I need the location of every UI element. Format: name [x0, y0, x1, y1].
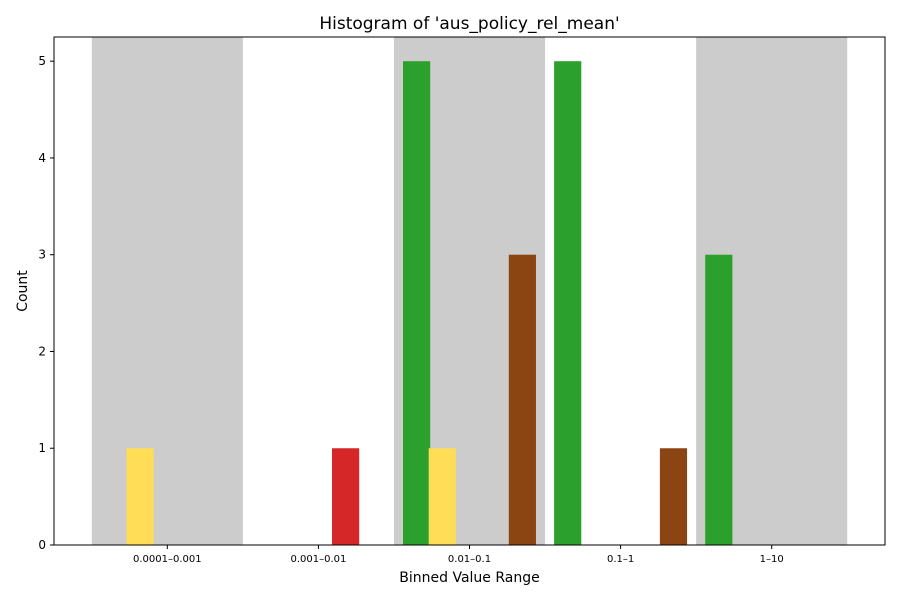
- x-tick-label: 0.01–0.1: [448, 554, 491, 565]
- y-axis-ticks: 0 1 2 3 4 5: [38, 54, 54, 552]
- x-tick-label: 0.1–1: [607, 554, 634, 565]
- bar-s0-2: [403, 61, 431, 545]
- bin-shading-layer: [91, 37, 848, 545]
- bar-s3-3: [659, 448, 688, 545]
- bar-s0-3: [554, 61, 582, 545]
- x-tick-label: 0.001–0.01: [290, 554, 346, 565]
- x-tick-label: 0.0001–0.001: [133, 554, 202, 565]
- bar-s0-4: [705, 254, 733, 545]
- bar-s1-0: [126, 448, 154, 545]
- y-tick-label: 3: [38, 248, 46, 262]
- y-tick-label: 0: [38, 538, 46, 552]
- bars-layer: [126, 61, 733, 545]
- bar-s2-1: [332, 448, 360, 545]
- x-axis-ticks: 0.0001–0.001 0.001–0.01 0.01–0.1 0.1–1 1–10: [133, 545, 784, 565]
- y-axis-label: Count: [15, 270, 31, 312]
- x-tick-label: 1–10: [760, 554, 784, 565]
- bin-shade-0: [91, 37, 243, 545]
- chart-title: Histogram of 'aus_policy_rel_mean': [319, 14, 619, 34]
- y-tick-label: 5: [38, 54, 46, 68]
- y-tick-label: 2: [38, 344, 46, 358]
- bar-s1-2: [428, 448, 456, 545]
- y-tick-label: 1: [38, 441, 46, 455]
- x-axis-label: Binned Value Range: [399, 570, 539, 586]
- bar-s3-2: [508, 254, 536, 545]
- y-tick-label: 4: [38, 151, 46, 165]
